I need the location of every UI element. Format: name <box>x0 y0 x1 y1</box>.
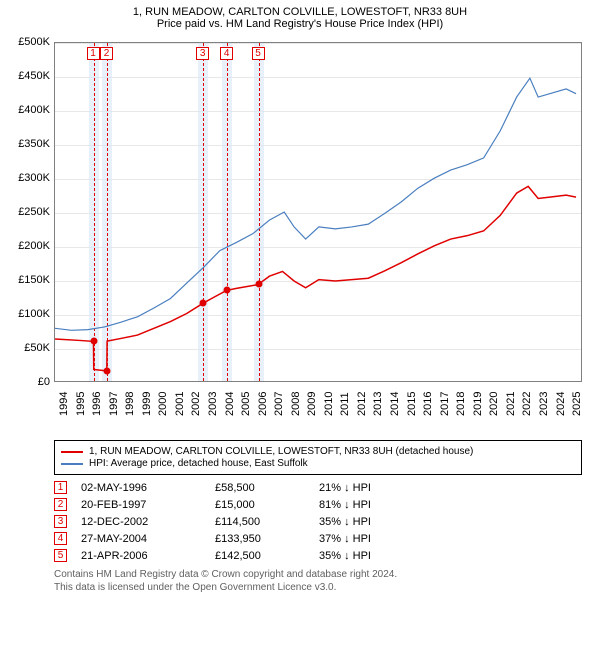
xtick-label: 2020 <box>488 392 506 416</box>
chart-title: 1, RUN MEADOW, CARLTON COLVILLE, LOWESTO… <box>8 6 592 30</box>
footnote-line-2: This data is licensed under the Open Gov… <box>54 581 582 594</box>
ytick-label: £100K <box>8 308 50 320</box>
sale-index: 4 <box>54 532 67 545</box>
sale-date: 20-FEB-1997 <box>81 499 201 511</box>
xtick-label: 1998 <box>124 392 142 416</box>
xtick-label: 2007 <box>273 392 291 416</box>
sale-row: 3 12-DEC-2002 £114,500 35% ↓ HPI <box>54 515 582 528</box>
xtick-label: 2016 <box>422 392 440 416</box>
legend: 1, RUN MEADOW, CARLTON COLVILLE, LOWESTO… <box>54 440 582 475</box>
sale-price: £114,500 <box>215 516 305 528</box>
footnote: Contains HM Land Registry data © Crown c… <box>54 568 582 594</box>
xtick-label: 2005 <box>240 392 258 416</box>
sale-row: 2 20-FEB-1997 £15,000 81% ↓ HPI <box>54 498 582 511</box>
series_hpi-line <box>55 78 576 330</box>
legend-label-hpi: HPI: Average price, detached house, East… <box>89 458 308 469</box>
ytick-label: £250K <box>8 206 50 218</box>
sale-price: £15,000 <box>215 499 305 511</box>
legend-row-property: 1, RUN MEADOW, CARLTON COLVILLE, LOWESTO… <box>61 446 575 457</box>
ytick-label: £0 <box>8 376 50 388</box>
xtick-label: 2006 <box>257 392 275 416</box>
ytick-label: £50K <box>8 342 50 354</box>
legend-swatch-hpi <box>61 463 83 465</box>
sale-delta: 37% ↓ HPI <box>319 533 419 545</box>
xtick-label: 2000 <box>157 392 175 416</box>
sale-row: 5 21-APR-2006 £142,500 35% ↓ HPI <box>54 549 582 562</box>
event-marker: 1 <box>87 47 100 60</box>
footnote-line-1: Contains HM Land Registry data © Crown c… <box>54 568 582 581</box>
ytick-label: £150K <box>8 274 50 286</box>
ytick-label: £350K <box>8 138 50 150</box>
event-point <box>224 286 231 293</box>
event-marker: 5 <box>252 47 265 60</box>
chart-area: 12 34 5 £0 £50K £100K £150K £200K £250K £300K £35… <box>8 34 592 434</box>
sale-price: £133,950 <box>215 533 305 545</box>
sale-date: 02-MAY-1996 <box>81 482 201 494</box>
legend-swatch-property <box>61 451 83 453</box>
sale-date: 21-APR-2006 <box>81 550 201 562</box>
xtick-label: 1996 <box>91 392 109 416</box>
event-point <box>200 300 207 307</box>
event-marker: 3 <box>196 47 209 60</box>
xtick-label: 2004 <box>224 392 242 416</box>
sale-index: 5 <box>54 549 67 562</box>
line-layer <box>55 43 581 381</box>
ytick-label: £500K <box>8 36 50 48</box>
xtick-label: 2015 <box>406 392 424 416</box>
event-marker: 4 <box>220 47 233 60</box>
sale-index: 2 <box>54 498 67 511</box>
xtick-label: 1997 <box>108 392 126 416</box>
ytick-label: £400K <box>8 104 50 116</box>
sales-table: 1 02-MAY-1996 £58,500 21% ↓ HPI 2 20-FEB-1997… <box>54 481 582 562</box>
sale-date: 27-MAY-2004 <box>81 533 201 545</box>
xtick-label: 2013 <box>372 392 390 416</box>
sale-delta: 21% ↓ HPI <box>319 482 419 494</box>
xtick-label: 2003 <box>207 392 225 416</box>
ytick-label: £450K <box>8 70 50 82</box>
sale-index: 1 <box>54 481 67 494</box>
xtick-label: 1994 <box>58 392 76 416</box>
sale-row: 1 02-MAY-1996 £58,500 21% ↓ HPI <box>54 481 582 494</box>
series_property-line <box>55 186 576 371</box>
plot-region: 12 34 5 <box>54 42 582 382</box>
sale-row: 4 27-MAY-2004 £133,950 37% ↓ HPI <box>54 532 582 545</box>
xtick-label: 2023 <box>538 392 556 416</box>
xtick-label: 2018 <box>455 392 473 416</box>
xtick-label: 1995 <box>75 392 93 416</box>
legend-row-hpi: HPI: Average price, detached house, East… <box>61 458 575 469</box>
event-point <box>255 281 262 288</box>
xtick-label: 2014 <box>389 392 407 416</box>
event-marker: 2 <box>100 47 113 60</box>
legend-label-property: 1, RUN MEADOW, CARLTON COLVILLE, LOWESTO… <box>89 446 473 457</box>
event-point <box>90 338 97 345</box>
sale-price: £58,500 <box>215 482 305 494</box>
sale-index: 3 <box>54 515 67 528</box>
xtick-label: 2017 <box>439 392 457 416</box>
ytick-label: £300K <box>8 172 50 184</box>
xtick-label: 2022 <box>521 392 539 416</box>
event-point <box>103 367 110 374</box>
title-line-1: 1, RUN MEADOW, CARLTON COLVILLE, LOWESTO… <box>8 6 592 18</box>
sale-delta: 81% ↓ HPI <box>319 499 419 511</box>
title-line-2: Price paid vs. HM Land Registry's House … <box>8 18 592 30</box>
sale-delta: 35% ↓ HPI <box>319 516 419 528</box>
xtick-label: 2025 <box>571 392 589 416</box>
sale-date: 12-DEC-2002 <box>81 516 201 528</box>
sale-price: £142,500 <box>215 550 305 562</box>
xtick-label: 2011 <box>339 392 357 416</box>
xtick-label: 2002 <box>190 392 208 416</box>
ytick-label: £200K <box>8 240 50 252</box>
sale-delta: 35% ↓ HPI <box>319 550 419 562</box>
xtick-label: 2009 <box>306 392 324 416</box>
xtick-label: 2024 <box>555 392 573 416</box>
